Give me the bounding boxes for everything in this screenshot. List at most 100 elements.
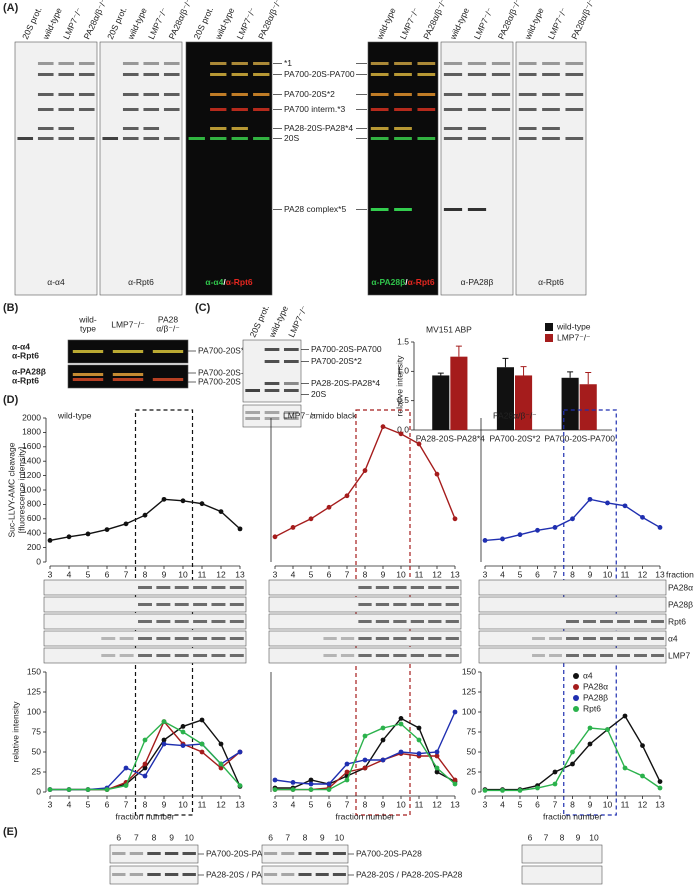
x-tick-label: 4: [291, 569, 296, 579]
band: [72, 350, 104, 353]
x-tick-label: 4: [500, 569, 505, 579]
band: [253, 62, 270, 65]
y-tick-label: 0.0: [397, 424, 409, 434]
band: [617, 620, 630, 623]
band: [358, 603, 372, 606]
band: [143, 62, 160, 65]
band: [174, 603, 189, 606]
x-tick-label: 6: [327, 569, 332, 579]
band: [298, 852, 312, 855]
band: [417, 62, 436, 65]
y-tick-label: 150: [27, 666, 41, 676]
y-tick-label: 25: [467, 766, 477, 776]
band: [37, 93, 54, 96]
band: [518, 73, 537, 76]
y-axis-label: relative intensity: [10, 701, 20, 763]
band: [122, 62, 139, 65]
data-point: [622, 765, 628, 771]
band: [428, 654, 442, 657]
x-axis-label: fraction number: [335, 811, 394, 821]
y-axis-label: [fluorescence intensity]: [16, 447, 26, 533]
band-label: PA28 complex*5: [284, 204, 346, 214]
data-point: [308, 516, 314, 522]
lane-label: LMP7⁻/⁻: [111, 319, 145, 329]
band: [17, 137, 34, 140]
band: [211, 654, 226, 657]
antibody-part: /: [405, 277, 408, 287]
band: [253, 137, 270, 140]
band: [72, 378, 104, 381]
band: [467, 93, 487, 96]
band: [428, 603, 442, 606]
x-tick-label: 12: [638, 799, 648, 809]
band: [283, 382, 299, 385]
band-label: PA28-20S-PA28*4: [311, 378, 380, 388]
data-point: [218, 741, 224, 747]
band: [229, 637, 244, 640]
band: [410, 603, 424, 606]
band: [375, 637, 390, 640]
data-point: [570, 749, 575, 755]
y-axis-label: relative intensity: [394, 355, 404, 417]
band: [518, 137, 537, 140]
data-point: [142, 761, 148, 767]
data-point: [180, 498, 186, 504]
data-point: [290, 780, 296, 785]
lane-label: 10: [589, 832, 599, 842]
band: [542, 137, 560, 140]
x-tick-label: 7: [124, 799, 129, 809]
band: [394, 73, 412, 76]
lane-label: 6: [528, 832, 533, 842]
bar: [496, 367, 514, 430]
x-tick-label: 13: [655, 799, 665, 809]
band: [393, 620, 407, 623]
data-point: [272, 787, 278, 792]
band: [156, 586, 171, 589]
lane-label: wild-: [78, 314, 97, 324]
blot: [242, 404, 302, 428]
data-point: [85, 531, 91, 537]
data-point: [104, 787, 110, 792]
data-point: [452, 709, 458, 715]
band: [210, 73, 227, 76]
band: [281, 852, 295, 855]
band: [122, 73, 139, 76]
band: [393, 603, 407, 606]
y-tick-label: 100: [462, 706, 476, 716]
data-point: [199, 501, 205, 507]
band-label: PA700-20S-PA28: [356, 848, 422, 858]
lane-label: 10: [335, 832, 345, 842]
panel-label: (D): [3, 394, 19, 406]
band: [428, 637, 442, 640]
band: [298, 873, 312, 876]
band: [229, 603, 244, 606]
x-tick-label: 9: [588, 799, 593, 809]
antibody-label: α-α4: [12, 341, 30, 351]
band: [253, 108, 270, 111]
x-tick-label: 12: [216, 569, 226, 579]
x-tick-label: 12: [432, 799, 442, 809]
x-tick-label: 9: [162, 569, 167, 579]
y-tick-label: 75: [32, 726, 42, 736]
band: [565, 73, 584, 76]
antibody-part: α-α4: [47, 277, 65, 287]
legend-marker: [573, 706, 579, 712]
x-tick-label: 13: [450, 569, 460, 579]
stain-label: amido black: [311, 410, 357, 420]
band: [566, 637, 579, 640]
band: [375, 603, 390, 606]
x-tick-label: 5: [86, 569, 91, 579]
chart-title: PA28α/β⁻/⁻: [493, 410, 537, 420]
band: [394, 208, 412, 211]
band: [600, 654, 613, 657]
band: [542, 62, 560, 65]
y-tick-label: 1200: [22, 470, 41, 480]
band: [394, 127, 412, 130]
band: [370, 108, 389, 111]
band: [102, 137, 119, 140]
band: [565, 108, 584, 111]
data-point: [434, 769, 440, 775]
y-axis-label: Suc-LLVY-AMC cleavage: [6, 442, 16, 537]
bar: [579, 384, 597, 430]
x-tick-label: 10: [603, 569, 613, 579]
